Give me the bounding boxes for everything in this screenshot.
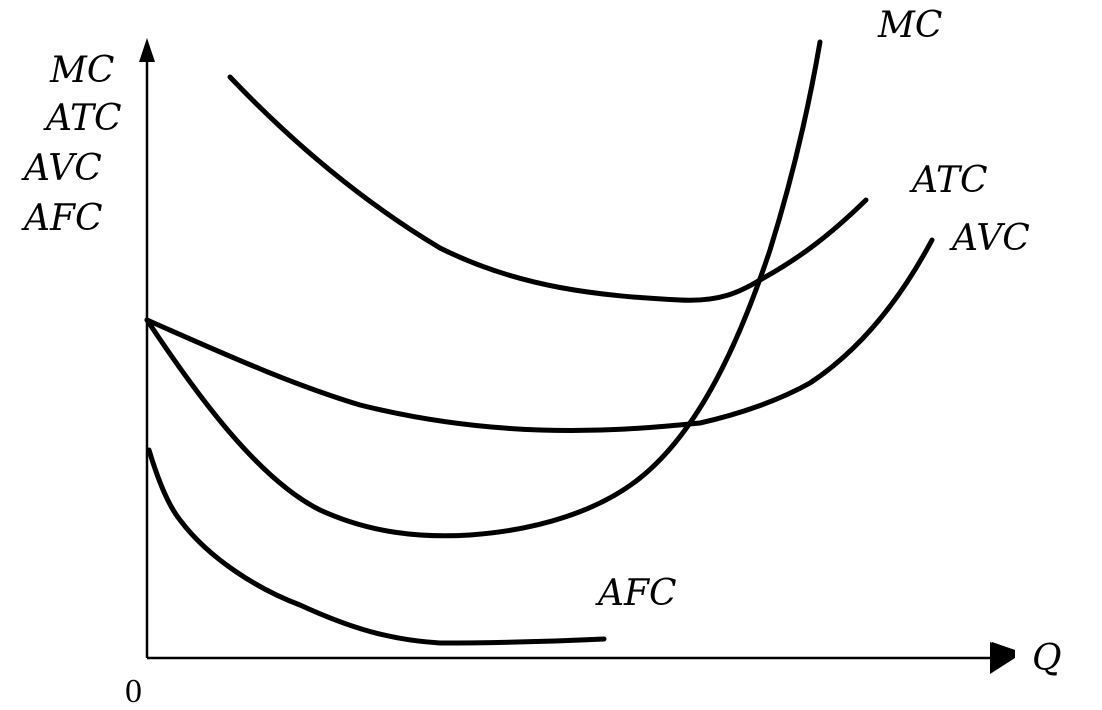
afc-curve-label: AFC <box>595 573 677 614</box>
x-axis-label: Q <box>1032 638 1062 679</box>
afc-curve <box>146 447 607 646</box>
y-axis-arrowhead <box>139 38 155 62</box>
mc-curve-label: MC <box>877 5 942 46</box>
atc-curve-label: ATC <box>909 160 988 201</box>
atc-curve <box>227 74 869 303</box>
avc-curve-label: AVC <box>949 218 1030 259</box>
avc-curve <box>144 237 935 434</box>
mc-curve <box>144 39 823 539</box>
y-axis-label-mc: MC <box>49 50 114 91</box>
y-axis-label-atc: ATC <box>43 98 122 139</box>
y-axis-label-afc: AFC <box>21 198 103 239</box>
y-axis-label-avc: AVC <box>21 148 102 189</box>
origin-label: 0 <box>125 673 142 710</box>
x-axis-arrowhead-tip <box>992 642 1015 658</box>
